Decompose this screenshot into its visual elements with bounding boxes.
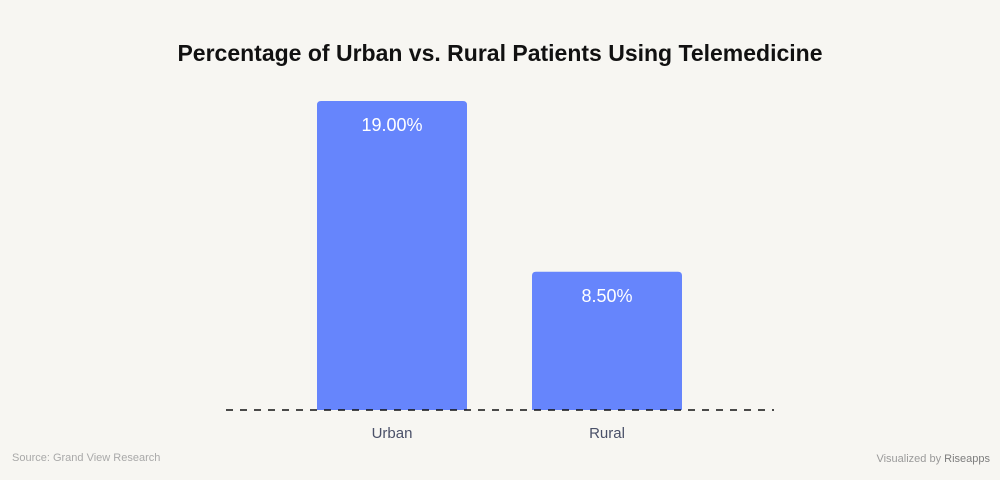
chart-title: Percentage of Urban vs. Rural Patients U… [177,40,823,66]
category-label-rural: Rural [589,425,625,442]
data-label-rural: 8.50% [581,286,632,306]
brand-name: Riseapps [944,453,990,465]
category-label-urban: Urban [372,425,413,442]
visualized-by-credit: Visualized by Riseapps [876,453,990,465]
bar-rural [532,271,682,410]
source-note: Source: Grand View Research [12,452,161,464]
credit-prefix: Visualized by [876,453,945,465]
data-label-urban: 19.00% [361,115,422,135]
bar-urban [317,101,467,410]
